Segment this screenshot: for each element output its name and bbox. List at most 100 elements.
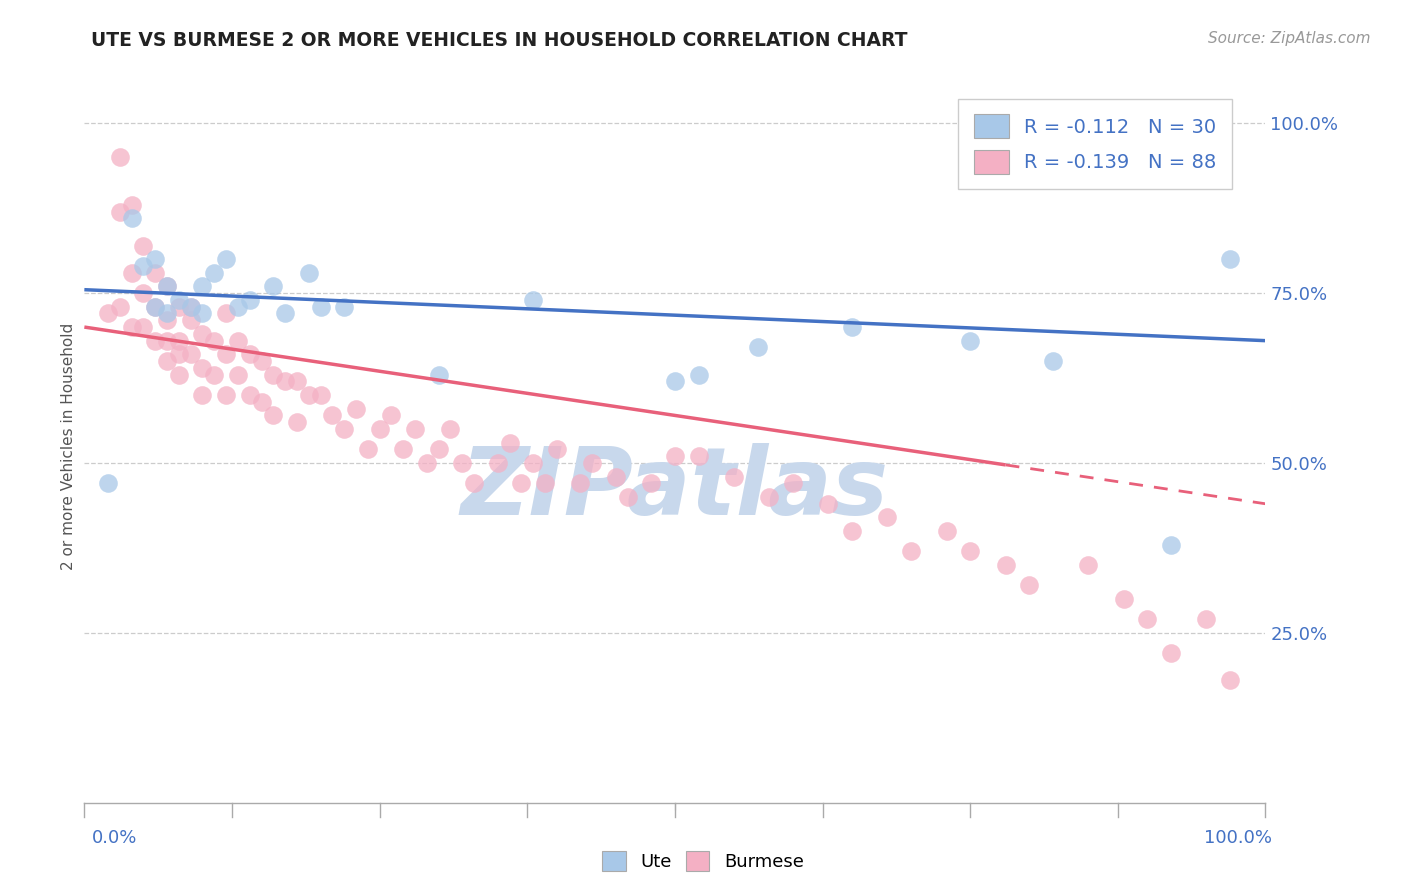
Point [605,469,627,483]
Point [215,306,238,320]
Point [486,456,509,470]
Point [156,279,179,293]
Text: ZIPatlas: ZIPatlas [461,442,889,535]
Point [250,354,273,368]
Point [368,422,391,436]
Point [427,442,450,457]
Point [156,313,179,327]
Point [180,313,202,327]
Point [121,198,143,212]
Point [841,524,863,538]
Point [1219,252,1241,266]
Point [108,150,131,164]
Point [167,334,190,348]
Point [97,476,120,491]
Point [688,368,710,382]
Point [298,266,321,280]
Point [841,320,863,334]
Point [510,476,533,491]
Point [664,449,686,463]
Point [357,442,380,457]
Point [309,300,332,314]
Point [1160,646,1182,660]
Point [959,544,981,558]
Point [451,456,474,470]
Point [723,469,745,483]
Point [132,286,155,301]
Point [640,476,662,491]
Point [180,347,202,361]
Point [215,252,238,266]
Point [191,279,214,293]
Point [143,300,166,314]
Text: 100.0%: 100.0% [1205,829,1272,847]
Point [215,347,238,361]
Point [463,476,485,491]
Point [285,375,308,389]
Point [817,497,839,511]
Point [262,368,284,382]
Point [1018,578,1040,592]
Point [143,334,166,348]
Point [274,306,297,320]
Point [202,334,225,348]
Point [498,435,520,450]
Point [108,300,131,314]
Point [782,476,804,491]
Point [132,238,155,252]
Point [688,449,710,463]
Point [758,490,780,504]
Point [108,204,131,219]
Y-axis label: 2 or more Vehicles in Household: 2 or more Vehicles in Household [60,322,76,570]
Point [167,293,190,307]
Point [298,388,321,402]
Point [191,326,214,341]
Point [143,266,166,280]
Point [215,388,238,402]
Point [239,293,262,307]
Text: Source: ZipAtlas.com: Source: ZipAtlas.com [1208,31,1371,46]
Point [427,368,450,382]
Point [664,375,686,389]
Point [392,442,415,457]
Point [132,259,155,273]
Point [1136,612,1159,626]
Point [274,375,297,389]
Point [1042,354,1064,368]
Point [333,300,356,314]
Point [156,306,179,320]
Point [344,401,367,416]
Point [1219,673,1241,688]
Point [616,490,638,504]
Point [522,293,544,307]
Text: UTE VS BURMESE 2 OR MORE VEHICLES IN HOUSEHOLD CORRELATION CHART: UTE VS BURMESE 2 OR MORE VEHICLES IN HOU… [91,31,908,50]
Point [546,442,568,457]
Point [321,409,343,423]
Point [404,422,426,436]
Point [747,341,769,355]
Point [262,409,284,423]
Point [285,415,308,429]
Point [439,422,461,436]
Point [309,388,332,402]
Point [239,347,262,361]
Point [534,476,557,491]
Point [1195,612,1218,626]
Point [191,388,214,402]
Point [156,354,179,368]
Point [262,279,284,293]
Point [180,300,202,314]
Point [900,544,922,558]
Point [167,368,190,382]
Point [121,266,143,280]
Point [167,300,190,314]
Point [156,334,179,348]
Point [191,360,214,375]
Legend: Ute, Burmese: Ute, Burmese [595,844,811,879]
Point [180,300,202,314]
Point [191,306,214,320]
Point [250,394,273,409]
Point [1160,537,1182,551]
Point [876,510,898,524]
Point [167,347,190,361]
